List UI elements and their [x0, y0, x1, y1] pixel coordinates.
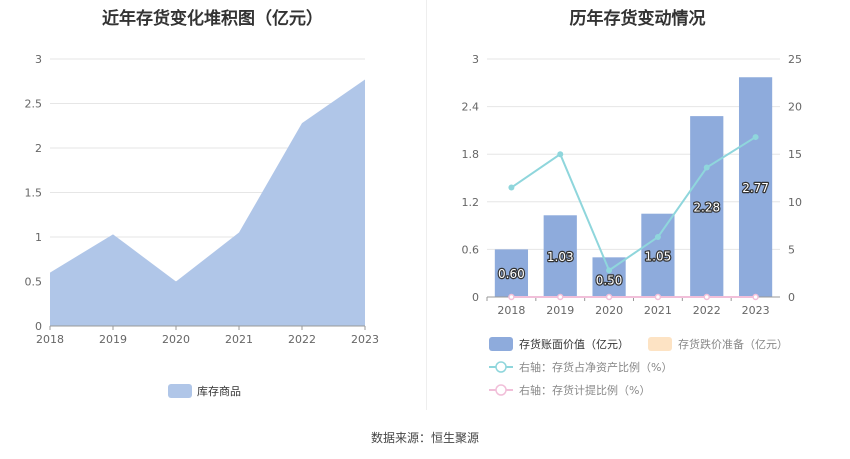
bar-inventory-value	[690, 116, 724, 298]
legend-label-provision-ratio: 右轴：存货计提比例（%）	[519, 383, 650, 397]
point-net-asset-ratio	[508, 184, 515, 191]
bar-data-label: 0.50	[596, 273, 623, 287]
x-tick-label: 2022	[693, 304, 721, 317]
line-net-asset-ratio	[510, 136, 757, 272]
point-provision-ratio	[703, 293, 710, 301]
point-provision-ratio	[605, 293, 613, 301]
point-net-asset-ratio	[606, 267, 613, 274]
bar-inventory-value	[641, 213, 675, 297]
x-tick-label: 2020	[595, 304, 623, 317]
legend-marker-net-asset-ratio	[495, 361, 507, 373]
area-series-inventory-goods	[50, 79, 365, 326]
right-y-tick-label: 5	[788, 243, 795, 256]
left-y-tick-label: 2.4	[462, 101, 480, 114]
left-y-tick-label: 1.2	[462, 196, 480, 209]
legend-swatch-impairment	[648, 337, 672, 351]
legend-label-net-asset-ratio: 右轴：存货占净资产比例（%）	[519, 360, 672, 374]
bar-data-label: 1.03	[547, 250, 574, 264]
bar-data-label: 0.60	[498, 267, 525, 281]
y-tick-label: 0	[35, 320, 42, 333]
x-tick-label: 2020	[162, 333, 190, 346]
legend-swatch-inventory-goods	[168, 384, 192, 398]
y-tick-label: 2.5	[25, 98, 43, 111]
point-provision-ratio	[557, 293, 564, 301]
y-tick-label: 1	[35, 231, 42, 244]
x-tick-label: 2018	[497, 304, 525, 317]
bar-inventory-value	[738, 77, 773, 297]
legend-label-inventory-value: 存货账面价值（亿元）	[519, 337, 629, 351]
bar-inventory-value	[543, 215, 577, 297]
left-y-tick-label: 0.6	[462, 243, 480, 256]
point-net-asset-ratio	[703, 164, 710, 171]
bar-inventory-value	[494, 249, 529, 297]
right-y-tick-label: 20	[788, 101, 802, 114]
panel-divider	[426, 0, 427, 410]
x-tick-label: 2018	[36, 333, 64, 346]
x-tick-label: 2023	[351, 333, 379, 346]
y-tick-label: 3	[35, 53, 42, 66]
point-provision-ratio	[752, 293, 759, 301]
right-y-tick-label: 25	[788, 53, 802, 66]
point-net-asset-ratio	[752, 134, 759, 141]
right-y-tick-label: 15	[788, 148, 802, 161]
left-y-tick-label: 0	[472, 291, 479, 304]
point-provision-ratio	[654, 293, 662, 301]
left-y-tick-label: 3	[472, 53, 479, 66]
x-tick-label: 2021	[644, 304, 672, 317]
x-tick-label: 2019	[546, 304, 574, 317]
bar-line-chart: 0 0.6 1.2 1.8 2.4 3 0 5 10 15 20 25 2018 2019 2020 2021…	[462, 53, 803, 397]
bar-data-label: 2.28	[693, 201, 720, 215]
y-tick-label: 0.5	[25, 276, 43, 289]
bar-data-label: 2.77	[742, 181, 769, 195]
x-tick-label: 2022	[288, 333, 316, 346]
legend-label-inventory-goods: 库存商品	[197, 384, 241, 398]
right-chart-title: 历年存货变动情况	[569, 9, 706, 29]
left-y-tick-label: 1.8	[462, 148, 480, 161]
y-tick-label: 1.5	[25, 187, 43, 200]
right-y-tick-label: 10	[788, 196, 802, 209]
left-chart-title: 近年存货变化堆积图（亿元）	[102, 9, 323, 29]
right-y-tick-label: 0	[788, 291, 795, 304]
point-provision-ratio	[508, 293, 515, 301]
legend-marker-provision-ratio	[495, 384, 507, 396]
legend-label-impairment: 存货跌价准备（亿元）	[678, 337, 788, 351]
y-tick-label: 2	[35, 142, 42, 155]
area-chart: 0 0.5 1 1.5 2 2.5 3 2018 2019 2020 2021 2022 2023 库存商…	[25, 53, 379, 398]
point-net-asset-ratio	[557, 151, 564, 158]
data-source-note: 数据来源：恒生聚源	[370, 431, 479, 445]
x-tick-label: 2023	[742, 304, 770, 317]
x-tick-label: 2019	[99, 333, 127, 346]
legend-swatch-inventory-value	[489, 337, 513, 351]
point-net-asset-ratio	[654, 234, 661, 241]
x-tick-label: 2021	[225, 333, 253, 346]
bar-data-label: 1.05	[645, 249, 672, 263]
